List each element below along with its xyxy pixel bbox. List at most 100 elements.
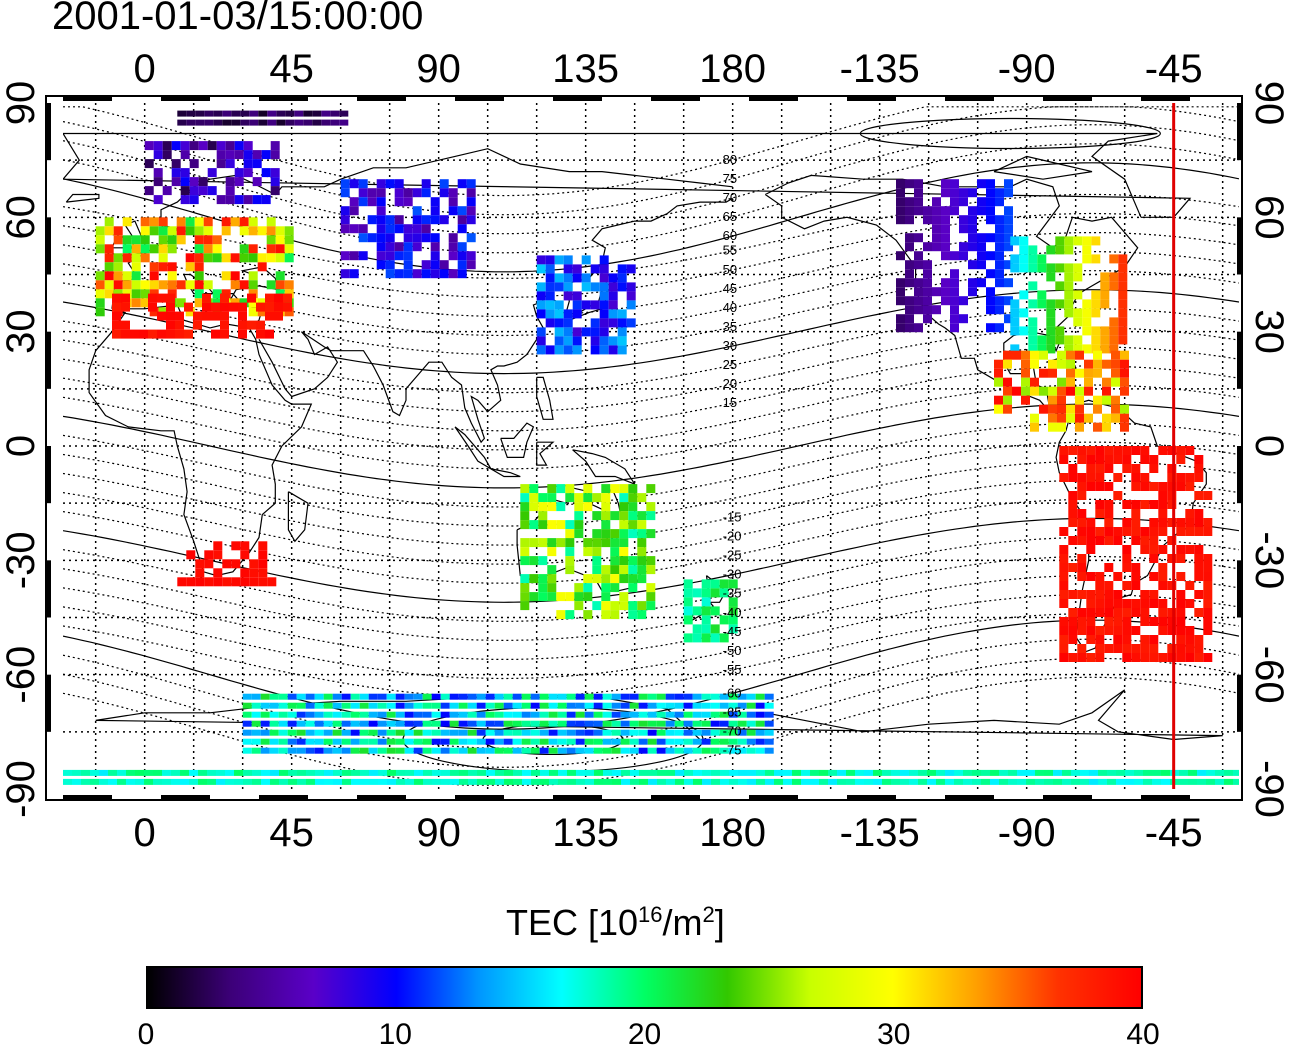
tec-cell [585,769,594,776]
tec-cell [891,778,900,785]
tec-cell [1102,359,1111,369]
tec-cell [1140,608,1150,617]
tec-cell [620,693,630,700]
tec-cell [1111,368,1120,378]
tec-cell [954,778,963,785]
tec-cell [520,574,530,584]
tec-cell [556,610,566,620]
tec-cell [256,302,265,312]
tec-cell [1197,778,1206,785]
tec-cell [530,729,540,736]
tec-cell [1194,455,1204,464]
tec-cell [1004,314,1013,324]
tec-cell [584,747,594,754]
scale-bar-right [1237,331,1242,389]
tec-cell [1019,236,1029,246]
tec-cell [977,233,986,243]
tec-cell [905,233,914,243]
tec-cell [195,577,205,587]
tec-cell [923,206,932,216]
tec-cell [914,260,923,270]
tec-cell [385,242,395,252]
tec-cell [1100,290,1110,300]
tec-cell [185,307,195,317]
tec-cell [602,738,612,745]
tec-cell [240,568,250,578]
tec-cell [186,119,196,126]
tec-cell [225,778,234,785]
tec-cell [746,729,756,736]
tec-cell [545,282,555,292]
tec-cell [1073,290,1083,300]
tec-cell [274,311,283,321]
tec-cell [1028,344,1038,354]
tec-cell [1037,299,1047,309]
tec-cell [1152,778,1161,785]
tec-cell [923,305,932,315]
tec-cell [257,226,267,236]
tec-cell [270,150,280,160]
tec-cell [247,293,256,303]
tec-cell [864,778,873,785]
tec-cell [628,520,638,530]
tec-cell [1095,599,1105,608]
tec-cell [1004,206,1013,216]
tec-cell [185,262,195,272]
tec-cell [995,197,1004,207]
tec-cell [176,217,186,227]
tec-cell [592,601,602,611]
scale-bar-top [455,96,504,101]
tec-cell [1093,422,1102,432]
tec-cell [248,307,258,317]
tec-cell [619,547,629,557]
tec-cell [395,702,405,709]
tec-cell [1064,344,1074,354]
tec-cell [1068,653,1078,662]
tec-cell [1167,518,1177,527]
tec-cell [950,269,959,279]
tec-cell [1064,335,1074,345]
tec-cell [421,233,431,243]
tec-cell [531,769,540,776]
tec-cell [755,738,765,745]
tec-cell [1077,644,1087,653]
tec-cell [112,320,121,330]
tec-cell [1104,455,1114,464]
tec-cell [746,720,756,727]
tec-cell [617,273,627,283]
tec-cell [548,747,558,754]
tec-cell [180,177,190,187]
tec-cell [608,345,618,355]
tec-cell [602,693,612,700]
tec-cell [1077,563,1087,572]
tec-cell [305,711,315,718]
contour-label: 35 [723,319,737,334]
tec-cell [1120,350,1129,360]
tec-cell [1082,326,1092,336]
tec-cell [1143,778,1152,785]
tec-cell [413,738,423,745]
tec-cell [575,747,585,754]
y-tick-label-right: 30 [1247,309,1291,354]
tec-cell [1048,404,1057,414]
tec-cell [296,702,306,709]
tec-cell [242,729,252,736]
tec-cell [896,197,905,207]
tec-cell [330,110,340,117]
tec-cell [530,738,540,745]
tec-cell [249,568,259,578]
tec-cell [294,110,304,117]
tec-cell [557,711,567,718]
tec-cell [683,711,693,718]
tec-cell [1149,635,1159,644]
scale-bar-left [46,674,51,732]
tec-cell [1109,344,1119,354]
tec-cell [242,702,252,709]
tec-cell [242,738,252,745]
tec-cell [575,711,585,718]
tec-cell [207,168,217,178]
tec-cell [923,278,932,288]
tec-cell [1077,617,1087,626]
tec-cell [986,296,995,306]
tec-cell [1215,778,1224,785]
